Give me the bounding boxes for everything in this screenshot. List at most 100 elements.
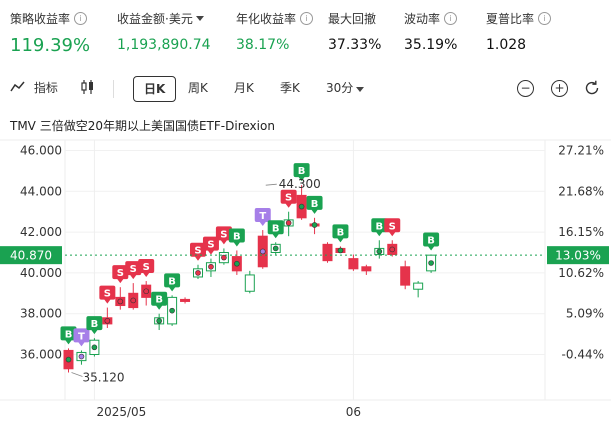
y-tick-label-left: 38.000 [20,307,62,321]
candle-body [322,243,333,262]
current-pct-tag [547,246,609,265]
marker-letter: B [337,227,345,238]
y-tick-label-right: 16.15% [558,225,604,239]
candle-body [244,274,255,292]
stat-value: 35.19% [404,37,458,53]
candle [348,254,359,271]
marker-letter: B [427,236,435,247]
buy-marker: B [423,232,440,266]
minute-label: 30分 [326,81,354,95]
marker-flag [73,328,90,347]
marker-letter: T [259,211,266,222]
marker-letter: B [311,199,319,210]
y-tick-label-right: -0.44% [562,348,604,362]
tab-day-k[interactable]: 日K [133,76,177,102]
chart-type-button[interactable] [80,74,96,102]
candle [400,260,411,290]
trade-dot [376,248,383,255]
marker-flag [280,189,297,208]
marker-letter: B [375,221,383,232]
max-price-label: 44.300 [279,177,321,191]
marker-flag [125,261,142,280]
marker-letter: S [143,262,150,273]
candle [361,264,372,275]
stats-bar: 策略收益率 i 119.39% 收益金额·美元 1,193,890.74 年化收益率 i 38… [0,0,611,60]
stat-value: 37.33% [328,37,382,53]
stat-value: 119.39% [10,35,91,56]
sell-marker: S [215,226,232,261]
caret-down-icon[interactable] [195,16,204,21]
marker-flag [202,236,219,255]
candle [244,270,255,294]
tab-week-k[interactable]: 周K [188,81,208,95]
y-tick-label-left: 44.000 [20,184,62,198]
buy-marker: B [267,220,284,252]
marker-flag [423,232,440,251]
marker-letter: S [285,193,292,204]
candle [413,281,424,298]
toolbar-divider [113,80,114,98]
stat-label: 年化收益率 i [236,10,314,27]
stat-label: 最大回撤 [328,10,381,27]
current-price-tag [0,246,62,265]
stat-5: 夏普比率 i 1.028 [486,10,552,53]
trade-dot [143,288,149,295]
marker-flag [267,220,284,239]
trade-dot [337,247,344,254]
chart-toolbar: 指标 日K 周K 月K 季K 30分 − + [0,74,611,104]
stat-2: 年化收益率 i 38.17% [236,10,314,53]
marker-flag [293,163,310,182]
buy-marker: B [306,195,323,228]
marker-flag [164,273,181,292]
marker-letter: S [117,268,124,279]
trade-dot [195,270,201,276]
marker-flag [99,285,116,304]
trade-dot [234,260,240,267]
marker-letter: S [220,229,227,240]
stat-label: 策略收益率 i [10,10,90,27]
candle [322,242,333,263]
marker-letter: B [168,276,176,287]
candle-body [348,258,359,270]
sell-marker: S [202,236,219,270]
trade-dot [208,263,214,270]
trade-dot [104,318,111,324]
trade-marker: T [73,328,90,360]
stat-label-text: 收益金额·美元 [117,12,193,26]
indicator-button[interactable]: 指标 [10,74,58,102]
zoom-out-icon[interactable]: − [517,80,534,97]
sell-marker: S [138,259,155,295]
marker-flag [215,226,232,245]
trade-dot [65,356,72,363]
current-pct-label: 13.03% [555,249,601,263]
tab-month-k[interactable]: 月K [234,81,254,95]
marker-letter: B [91,319,99,330]
marker-flag [228,228,245,247]
stat-value: 1,193,890.74 [117,37,211,53]
info-icon[interactable]: i [538,12,552,25]
zoom-in-icon[interactable]: + [551,80,568,97]
candle-body [413,282,424,290]
sell-marker: S [99,285,116,324]
marker-flag [371,218,388,237]
max-label-leader [265,183,277,186]
candle [115,287,126,310]
sell-marker: S [190,242,206,276]
marker-letter: B [155,295,163,306]
tab-minute-select[interactable]: 30分 [326,74,365,102]
marker-flag [332,224,349,243]
info-icon[interactable]: i [444,12,458,25]
trade-dot [389,246,396,253]
marker-letter: S [104,289,111,300]
stat-1[interactable]: 收益金额·美元 1,193,890.74 [117,10,211,53]
buy-marker: B [86,316,103,351]
marker-flag [112,265,129,284]
buy-marker: B [151,291,168,324]
marker-letter: B [298,166,306,177]
info-icon[interactable]: i [74,12,88,25]
tab-quarter-k[interactable]: 季K [280,81,300,95]
stat-label-text: 夏普比率 [486,12,535,26]
info-icon[interactable]: i [300,12,314,25]
x-tick-label: 06 [346,405,361,419]
